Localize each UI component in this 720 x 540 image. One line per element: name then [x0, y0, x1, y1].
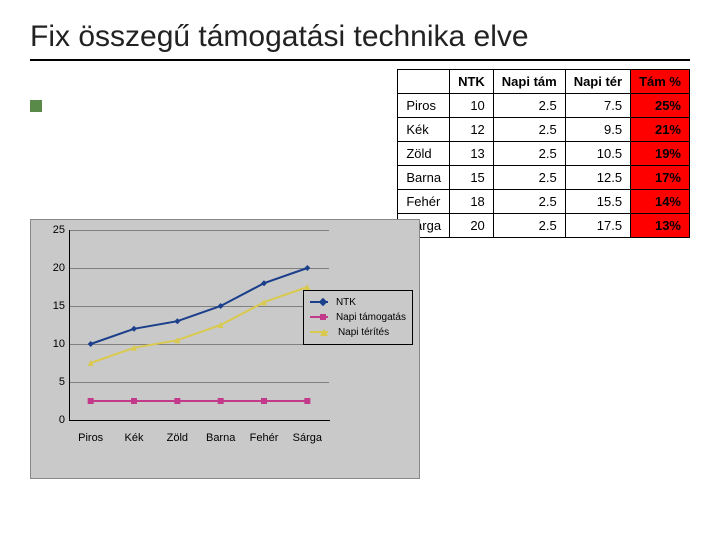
- table-cell: 18: [450, 189, 494, 213]
- table-row: Zöld132.510.519%: [398, 141, 690, 165]
- table-cell: 7.5: [565, 93, 630, 117]
- x-tick-label: Barna: [206, 432, 235, 444]
- table-cell: 2.5: [493, 213, 565, 237]
- legend-item: Napi támogatás: [310, 310, 406, 325]
- table-cell: 13: [450, 141, 494, 165]
- table-row: Fehér182.515.514%: [398, 189, 690, 213]
- table-header: Tám %: [631, 69, 690, 93]
- table-cell: 12.5: [565, 165, 630, 189]
- x-tick-label: Piros: [78, 432, 103, 444]
- table-cell: 17%: [631, 165, 690, 189]
- table-row: Sárga202.517.513%: [398, 213, 690, 237]
- table-cell: 2.5: [493, 93, 565, 117]
- table-cell: 2.5: [493, 189, 565, 213]
- table-cell: 12: [450, 117, 494, 141]
- table-cell: 2.5: [493, 141, 565, 165]
- x-tick-label: Zöld: [167, 432, 188, 444]
- table-cell: 15.5: [565, 189, 630, 213]
- x-tick-label: Kék: [125, 432, 144, 444]
- table-row: Kék122.59.521%: [398, 117, 690, 141]
- legend-label: Napi térítés: [338, 325, 389, 340]
- line-chart: NTKNapi támogatásNapi térítés 0 5 10 15 20 25…: [30, 219, 420, 479]
- y-tick-label: 10: [31, 338, 65, 350]
- table-cell: Barna: [398, 165, 450, 189]
- table-cell: 25%: [631, 93, 690, 117]
- table-cell: 2.5: [493, 117, 565, 141]
- y-tick-label: 25: [31, 224, 65, 236]
- legend-label: Napi támogatás: [336, 310, 406, 325]
- legend-label: NTK: [336, 295, 356, 310]
- table-header: Napi tér: [565, 69, 630, 93]
- table-cell: Zöld: [398, 141, 450, 165]
- title-rule: [30, 59, 690, 61]
- table-cell: 9.5: [565, 117, 630, 141]
- x-tick-label: Sárga: [293, 432, 322, 444]
- table-cell: Fehér: [398, 189, 450, 213]
- table-header: NTK: [450, 69, 494, 93]
- y-tick-label: 15: [31, 300, 65, 312]
- table-row: Barna152.512.517%: [398, 165, 690, 189]
- gridline: [69, 420, 329, 421]
- chart-legend: NTKNapi támogatásNapi térítés: [303, 290, 413, 345]
- table-row: Piros102.57.525%: [398, 93, 690, 117]
- x-tick-label: Fehér: [250, 432, 279, 444]
- table-cell: 10: [450, 93, 494, 117]
- table-cell: 13%: [631, 213, 690, 237]
- table-cell: 21%: [631, 117, 690, 141]
- y-tick-label: 5: [31, 376, 65, 388]
- table-cell: 14%: [631, 189, 690, 213]
- y-tick-label: 0: [31, 414, 65, 426]
- table-header: Napi tám: [493, 69, 565, 93]
- chart-svg: [69, 230, 329, 420]
- table-header: [398, 69, 450, 93]
- legend-item: Napi térítés: [310, 325, 406, 340]
- y-tick-label: 20: [31, 262, 65, 274]
- table-cell: 15: [450, 165, 494, 189]
- table-cell: 2.5: [493, 165, 565, 189]
- table-cell: 19%: [631, 141, 690, 165]
- table-cell: 17.5: [565, 213, 630, 237]
- table-cell: Kék: [398, 117, 450, 141]
- legend-item: NTK: [310, 295, 406, 310]
- data-table: NTKNapi támNapi térTám % Piros102.57.525…: [397, 69, 690, 238]
- table-cell: 20: [450, 213, 494, 237]
- page-title: Fix összegű támogatási technika elve: [30, 20, 690, 55]
- table-cell: 10.5: [565, 141, 630, 165]
- table-cell: Piros: [398, 93, 450, 117]
